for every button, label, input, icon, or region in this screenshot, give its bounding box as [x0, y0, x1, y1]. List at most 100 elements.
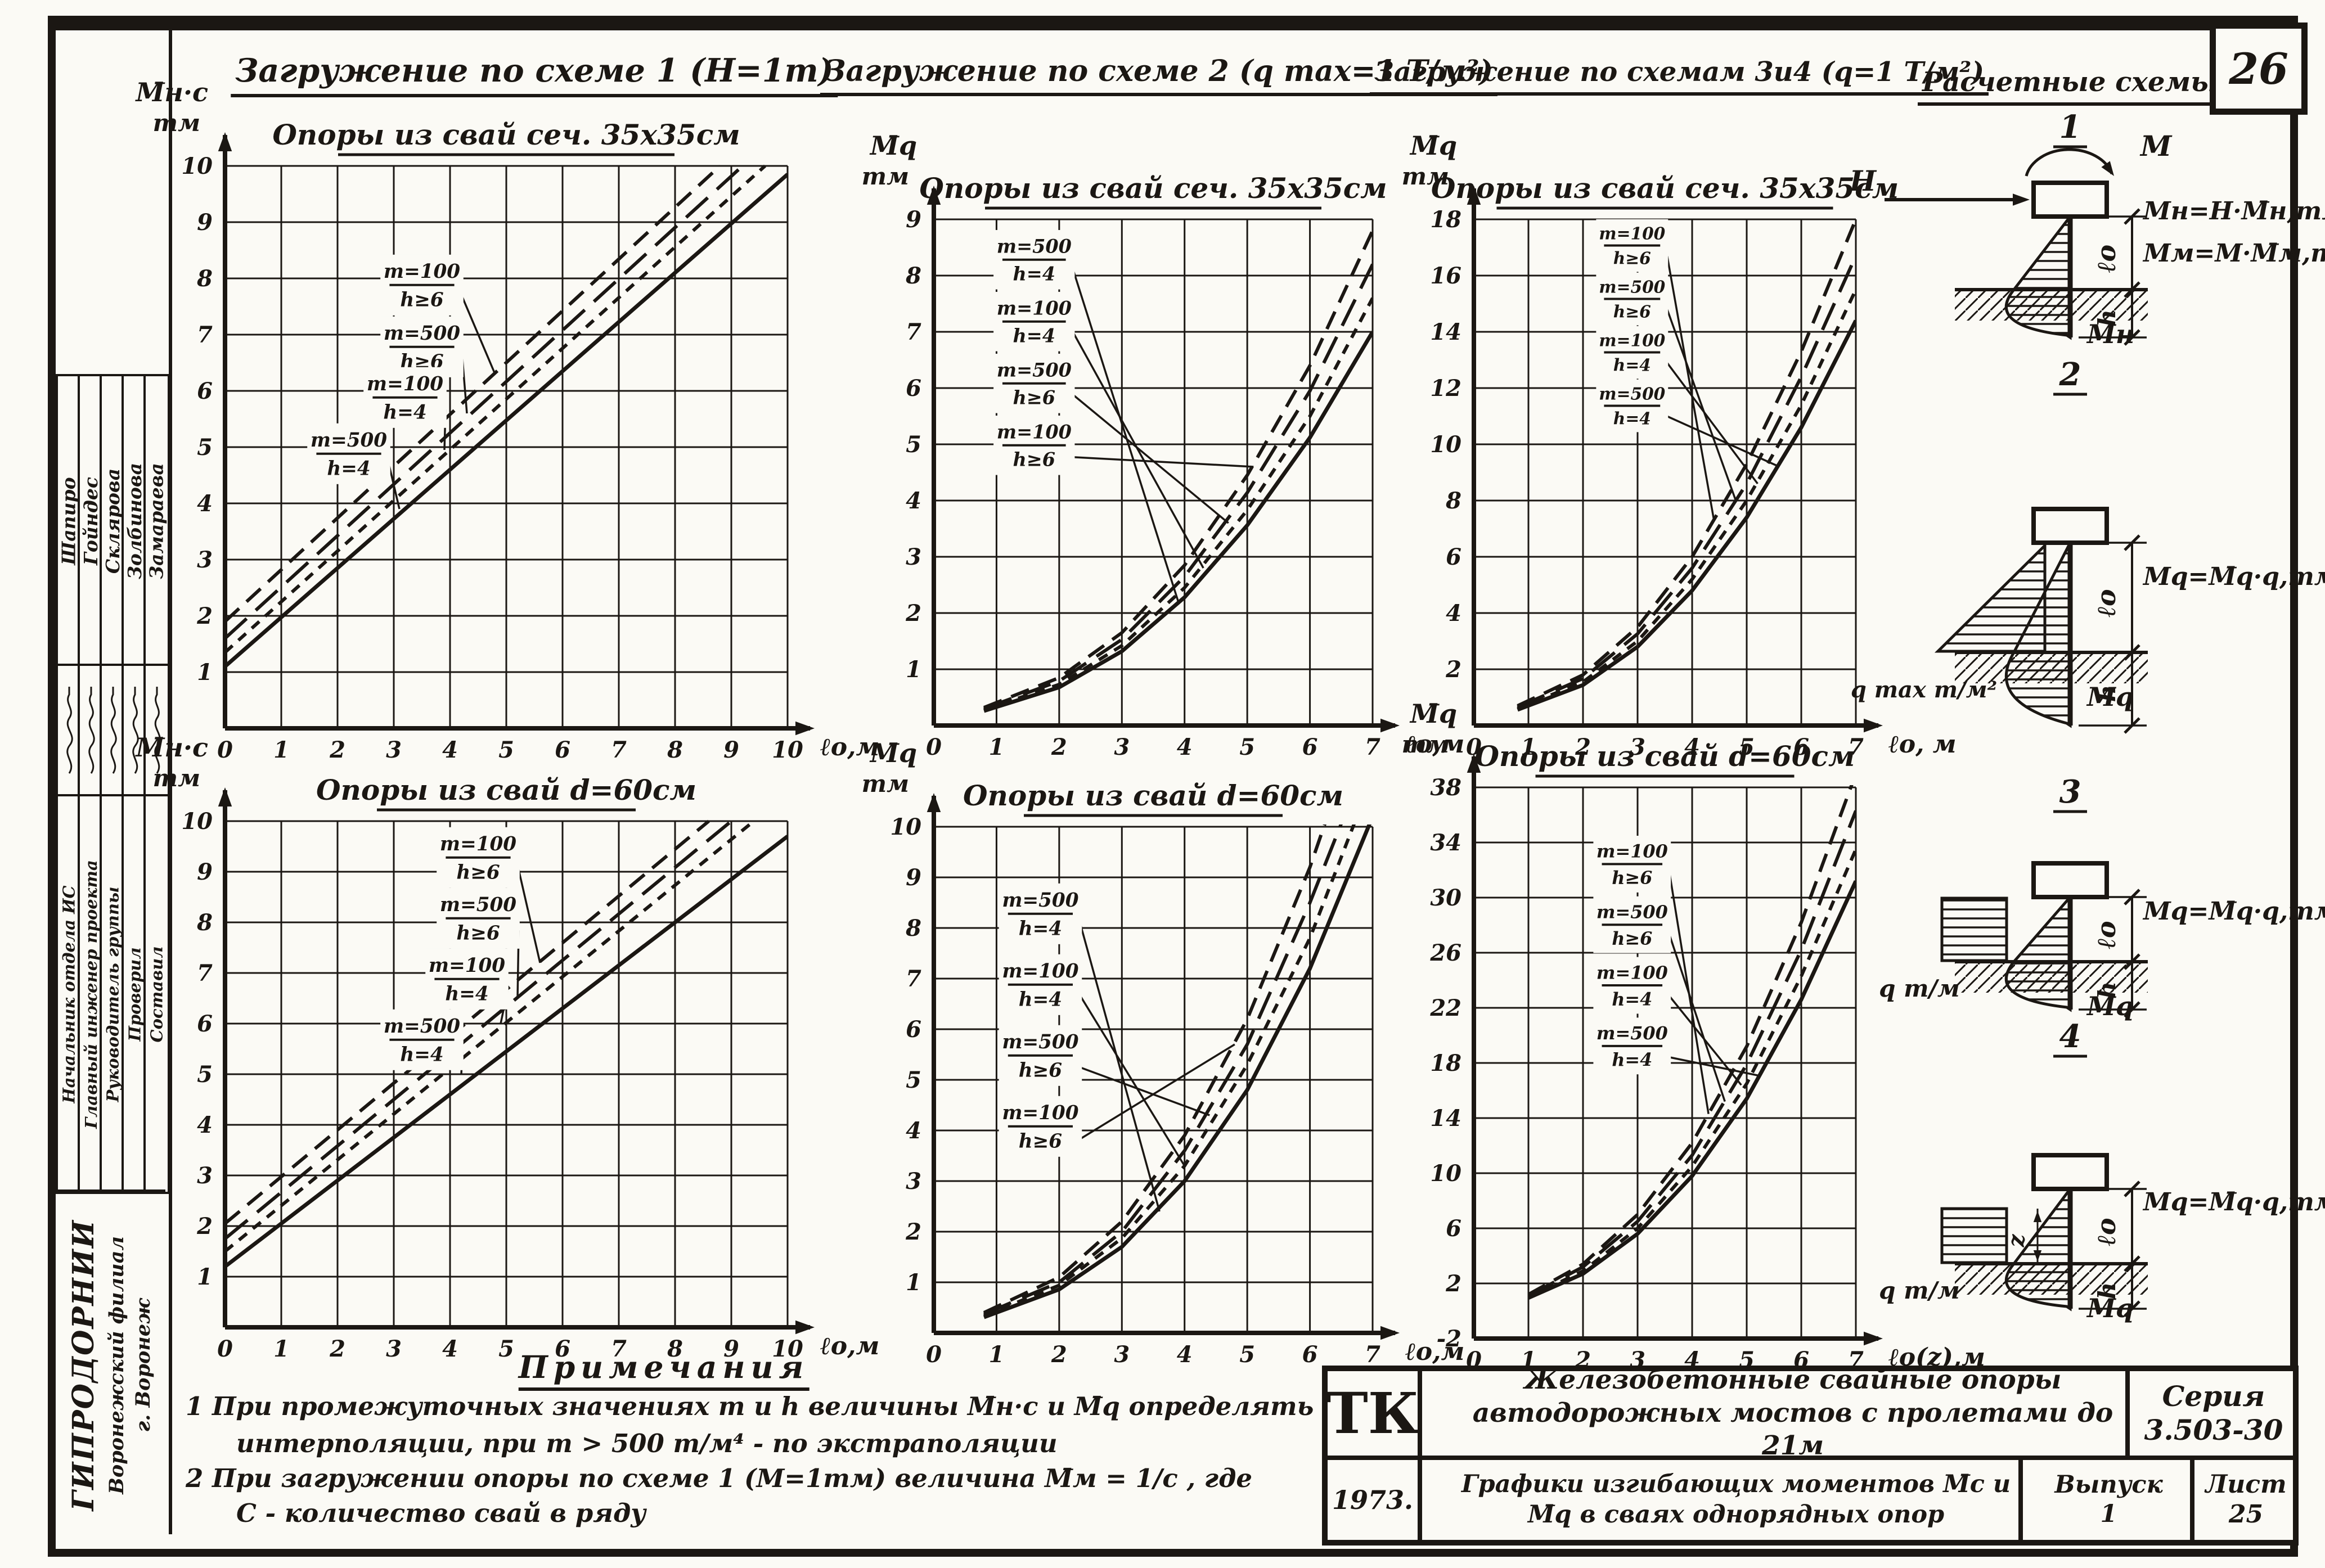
y-tick-label: 10 [890, 814, 921, 840]
y-tick-label: 6 [197, 1011, 213, 1037]
x-tick-label: 3 [1630, 734, 1645, 760]
curve-m-100-h-4 [226, 819, 755, 1253]
y-tick-label: 2 [905, 1219, 921, 1245]
legend-h-label: h=4 [1013, 263, 1056, 285]
y-tick-label: 10 [181, 808, 213, 835]
pile-cap [2031, 507, 2109, 545]
staff-stamp-sidebar: Шапиро Начальник отдела ИС Гойндес Главный … [56, 30, 172, 1534]
legend-h-label: h≥6 [1613, 248, 1651, 268]
x-tick-label: 7 [611, 1336, 627, 1362]
legend-m-label: m=500 [1002, 889, 1078, 912]
chart-column-title-1: Загружение по схеме 1 (Н=1т) [231, 52, 838, 97]
legend-m-label: m=100 [1599, 331, 1665, 350]
legend-m-label: m=500 [1597, 901, 1668, 922]
y-tick-label: 1 [906, 656, 921, 683]
y-tick-label: 8 [905, 263, 921, 289]
x-tick-label: 2 [1051, 734, 1067, 760]
sheet-border-frame [48, 16, 2298, 1557]
note-line-4: С - количество свай в ряду [236, 1498, 646, 1528]
x-tick-label: 6 [555, 737, 570, 763]
x-tick-label: 7 [1848, 734, 1864, 760]
moment-diagram-label: Мq [2086, 991, 2134, 1021]
y-tick-label: 8 [1445, 488, 1461, 514]
x-tick-label: 0 [926, 1341, 942, 1368]
curve-m-100-h-6 [1527, 785, 1854, 1296]
legend-h-label: h=4 [1612, 1049, 1652, 1070]
issue-label: Выпуск [2054, 1471, 2163, 1499]
curve-m-500-h-4 [226, 173, 788, 668]
legend-m-label: m=500 [1599, 277, 1665, 297]
arrowhead [1380, 718, 1400, 733]
y-tick-label: 14 [1430, 1105, 1461, 1132]
legend-leader-line [1670, 1056, 1758, 1076]
x-tick-label: 5 [1239, 734, 1255, 760]
y-tick-label: 9 [906, 864, 921, 891]
issue-value: 1 [2100, 1500, 2117, 1528]
moment-arc-label: М [2139, 129, 2173, 163]
legend-leader-line [1080, 1043, 1235, 1139]
curve-m-100-h-6 [226, 819, 710, 1225]
legend-h-label: h≥6 [400, 289, 443, 312]
chart-title: Опоры из свай сеч. 35х35см [919, 172, 1387, 205]
staff-stamp-table: Шапиро Начальник отдела ИС Гойндес Главный … [56, 374, 170, 1194]
y-tick-label: 6 [197, 378, 213, 404]
legend-leader-line [388, 465, 401, 510]
chart-6: 1 2 3 4 5 6 7-22610141822263034380М̄qтмℓо(z),м… [1402, 699, 1985, 1373]
legend-m-label: m=500 [440, 894, 516, 916]
y-tick-label: 9 [906, 206, 921, 233]
x-tick-label: 9 [723, 737, 739, 763]
y-tick-label: 22 [1429, 995, 1461, 1021]
chart-title: Опоры из свай d=60см [963, 779, 1343, 812]
chart-column-title-3: Загружение по схемам 3и4 (q=1 Т/м²) [1369, 56, 1989, 96]
page-number-box: 26 [2210, 22, 2308, 115]
y-tick-label: 5 [197, 1061, 213, 1088]
y-tick-label: 16 [1430, 263, 1461, 289]
scheme-3: 3 q т/м ℓо hМq Мq=М̄q·q,тм [1879, 773, 2325, 1021]
y-axis-unit: тм [1402, 731, 1449, 758]
x-tick-label: 5 [1739, 734, 1755, 760]
y-tick-label: 7 [906, 966, 921, 992]
x-tick-label: 8 [667, 737, 683, 763]
x-tick-label: 1 [273, 1336, 289, 1362]
legend-m-label: m=100 [997, 421, 1072, 443]
legend-m-label: m=100 [429, 954, 505, 977]
note-line-2: интерполяции, при m > 500 т/м⁴ - по экст… [236, 1429, 1058, 1458]
curve-m-500-h-6 [983, 824, 1343, 1316]
signature-scribble [154, 687, 161, 774]
y-tick-label: 8 [196, 265, 213, 292]
y-tick-label: 18 [1430, 206, 1461, 233]
y-tick-label: 6 [1446, 1215, 1461, 1242]
y-tick-label: 7 [197, 322, 213, 348]
arrowhead [927, 793, 941, 812]
dim-tick [2124, 1255, 2140, 1272]
chart-1: 0 1 2 3 4 5 6 7 8 9 1012345678910М̄н·стмℓо,мОпоры … [135, 77, 880, 763]
load-label: q т/м [1879, 1277, 1960, 1304]
legend-h-label: h=4 [383, 402, 426, 424]
y-tick-label: 4 [906, 1118, 921, 1144]
dim-tick [2124, 889, 2140, 905]
y-tick-label: 5 [197, 434, 213, 461]
pile-cap [2031, 1153, 2109, 1191]
legend-m-label: m=500 [1599, 384, 1665, 404]
x-tick-label: 7 [611, 737, 627, 763]
y-tick-label: 2 [196, 603, 213, 629]
legend-leader-line [1666, 362, 1759, 485]
x-tick-label: 3 [1114, 1341, 1130, 1368]
moment-diagram-label: Мq [2086, 682, 2134, 712]
y-tick-label: 26 [1429, 940, 1461, 966]
curve-m-500-h-6 [1517, 255, 1856, 709]
curve-m-500-h-4 [983, 331, 1373, 713]
arrowhead [1467, 754, 1481, 773]
y-axis-unit: тм [153, 764, 200, 792]
legend-leader-line [1073, 271, 1180, 602]
legend-h-label: h≥6 [1612, 867, 1652, 889]
free-length-dim-label: ℓо [2091, 921, 2121, 949]
curve-m-100-h-6 [983, 824, 1326, 1314]
curve-m-100-h-4 [1527, 849, 1856, 1299]
chart-4: 0 1 2 3 4 5 6 7 8 9 1012345678910М̄н·стмℓо,мОпоры … [135, 732, 880, 1362]
legend-h-label: h≥6 [456, 922, 500, 945]
legend-m-label: m=500 [384, 322, 460, 345]
pile-cap [2031, 861, 2109, 899]
y-tick-label: 1 [197, 1264, 213, 1290]
